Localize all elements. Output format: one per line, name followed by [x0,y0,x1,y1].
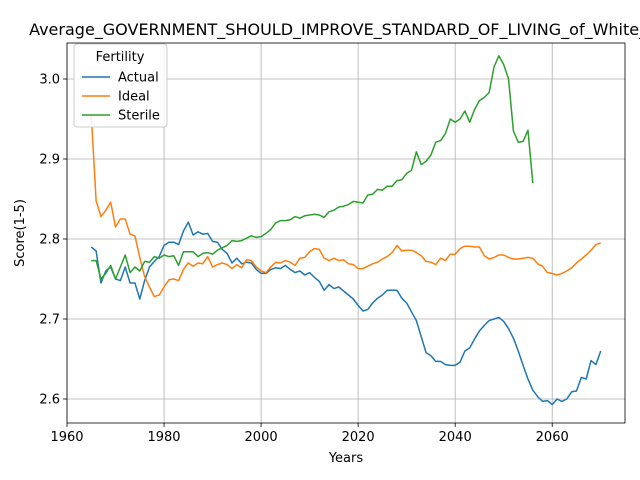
x-tick-label: 2020 [342,430,375,445]
x-tick-label: 1960 [50,430,83,445]
y-tick-label: 2.6 [39,393,60,408]
x-axis-ticks: 1960 1980 2000 2020 2040 2060 [50,423,569,445]
legend: Fertility Actual Ideal Sterile [73,43,168,128]
series-layer [90,55,602,406]
y-tick-label: 2.8 [39,233,60,248]
chart-title: Average_GOVERNMENT_SHOULD_IMPROVE_STANDA… [29,20,640,40]
y-axis-ticks: 2.6 2.7 2.8 2.9 3.0 [39,73,67,408]
x-axis-label: Years [328,451,364,466]
series-line-actual [90,221,602,406]
legend-box [73,43,168,128]
y-axis-label: Score(1-5) [13,199,28,267]
x-tick-label: 2060 [536,430,569,445]
legend-label-sterile: Sterile [118,109,160,124]
series-line-sterile [91,55,534,280]
y-tick-label: 3.0 [39,73,60,88]
y-tick-label: 2.9 [39,153,60,168]
x-tick-label: 2000 [245,430,278,445]
x-tick-label: 1980 [147,430,180,445]
legend-label-ideal: Ideal [118,90,150,105]
legend-label-actual: Actual [118,71,159,86]
series-line-ideal [90,114,601,298]
plot-frame [66,42,626,424]
y-tick-label: 2.7 [39,313,60,328]
legend-items: Actual Ideal Sterile [82,71,160,124]
x-tick-label: 2040 [439,430,472,445]
legend-title: Fertility [96,50,145,65]
